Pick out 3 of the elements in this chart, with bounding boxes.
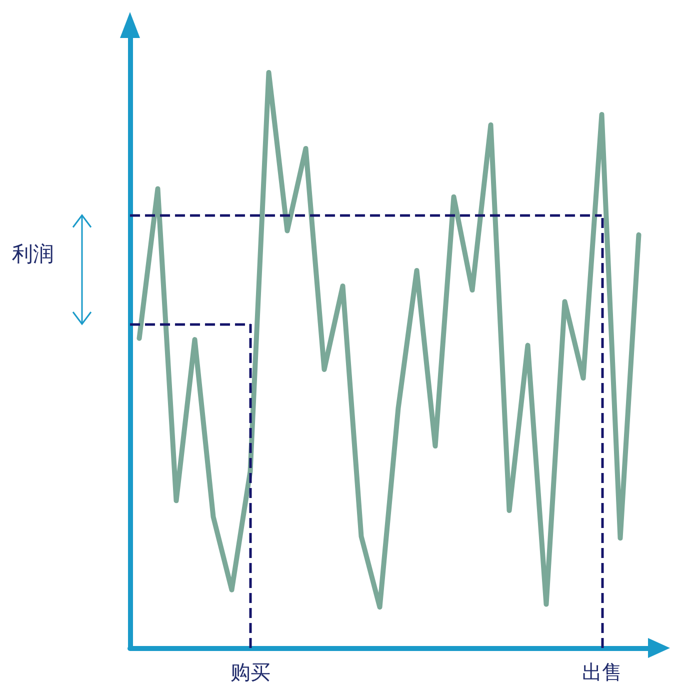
x-tick-label: 购买 xyxy=(230,660,270,684)
x-tick-label: 出售 xyxy=(582,660,622,684)
text: 利润 xyxy=(12,242,54,266)
